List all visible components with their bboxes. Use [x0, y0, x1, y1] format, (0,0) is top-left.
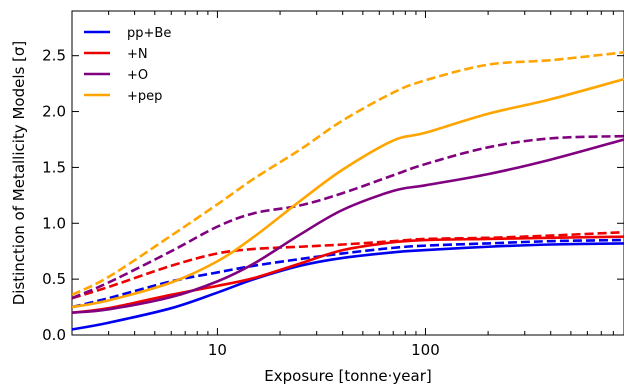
legend-label-pp-be: pp+Be [127, 26, 171, 41]
y-tick-label: 2.0 [42, 103, 66, 121]
x-tick-label: 100 [411, 341, 440, 359]
series-line--o [72, 138, 624, 314]
x-axis-label: Exposure [tonne·year] [264, 367, 431, 385]
plot-frame [71, 10, 624, 336]
y-tick-label: 1.0 [42, 214, 66, 232]
series-layer [72, 51, 624, 331]
legend: pp+Be +N +O +pep [84, 26, 171, 104]
legend-label--o: +O [127, 68, 148, 83]
y-tick-label: 2.5 [42, 47, 66, 65]
series-line--pep [72, 77, 624, 309]
series-line-dashed-7 [72, 51, 624, 296]
y-tick-label: 1.5 [42, 158, 66, 176]
y-axis-ticks: 0.0 0.5 1.0 1.5 2.0 2.5 [42, 47, 624, 344]
x-axis-ticks: 10 100 [71, 11, 624, 359]
series-line-dashed-5 [72, 134, 624, 300]
plot-area: 10 100 0.0 0.5 1.0 1.5 2.0 2.5 [42, 10, 624, 359]
legend-label--pep: +pep [127, 89, 162, 104]
legend-label--n: +N [127, 47, 148, 62]
series-line-pp-be [72, 242, 624, 331]
series-line-dashed-3 [72, 230, 624, 300]
y-tick-label: 0.5 [42, 270, 66, 288]
y-axis-label: Distinction of Metallicity Models [σ] [10, 41, 28, 306]
x-tick-label: 10 [208, 341, 227, 359]
y-tick-label: 0.0 [42, 326, 66, 344]
